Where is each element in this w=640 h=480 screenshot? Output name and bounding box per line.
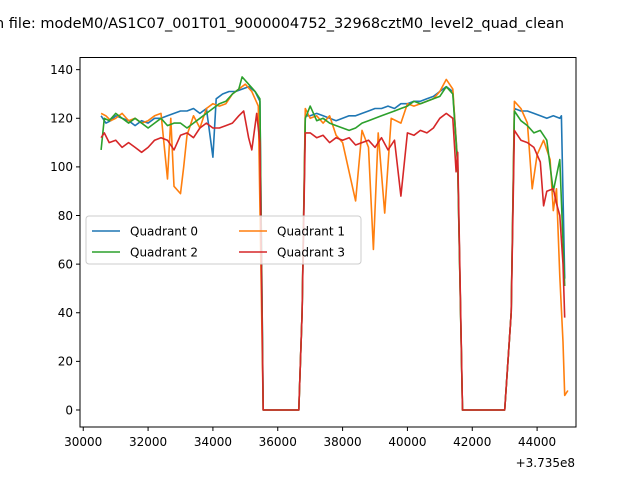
x-tick-label: 32000 [129, 435, 167, 449]
legend-label: Quadrant 2 [130, 245, 198, 259]
y-tick-label: 100 [50, 160, 73, 174]
legend-label: Quadrant 0 [130, 224, 198, 238]
y-tick-label: 80 [58, 209, 73, 223]
y-tick-label: 0 [65, 403, 73, 417]
legend-label: Quadrant 1 [277, 224, 345, 238]
legend-label: Quadrant 3 [277, 245, 345, 259]
legend-box [85, 215, 362, 265]
x-tick-label: 36000 [259, 435, 297, 449]
y-tick-label: 40 [58, 306, 73, 320]
y-tick-label: 140 [50, 63, 73, 77]
x-tick-label: 38000 [323, 435, 361, 449]
y-tick-label: 60 [58, 257, 73, 271]
x-tick-label: 30000 [64, 435, 102, 449]
x-tick-label: 42000 [453, 435, 491, 449]
series-line-quadrant-3 [100, 110, 566, 411]
series-layer [100, 76, 569, 411]
x-axis: 30000 32000 34000 36000 38000 40000 42000 44000 [64, 427, 556, 449]
legend: Quadrant 0 Quadrant 1 Quadrant 2 Quadrant 3 [85, 215, 362, 265]
x-tick-label: 40000 [388, 435, 426, 449]
chart-title: n file: modeM0/AS1C07_001T01_9000004752_… [0, 16, 564, 32]
y-axis: 0 20 40 60 80 100 120 140 [50, 63, 80, 417]
y-tick-label: 120 [50, 112, 73, 126]
x-tick-label: 34000 [194, 435, 232, 449]
x-offset-label: +3.735e8 [516, 456, 575, 470]
plot-area-frame [79, 57, 577, 428]
x-tick-label: 44000 [518, 435, 556, 449]
y-tick-label: 20 [58, 355, 73, 369]
